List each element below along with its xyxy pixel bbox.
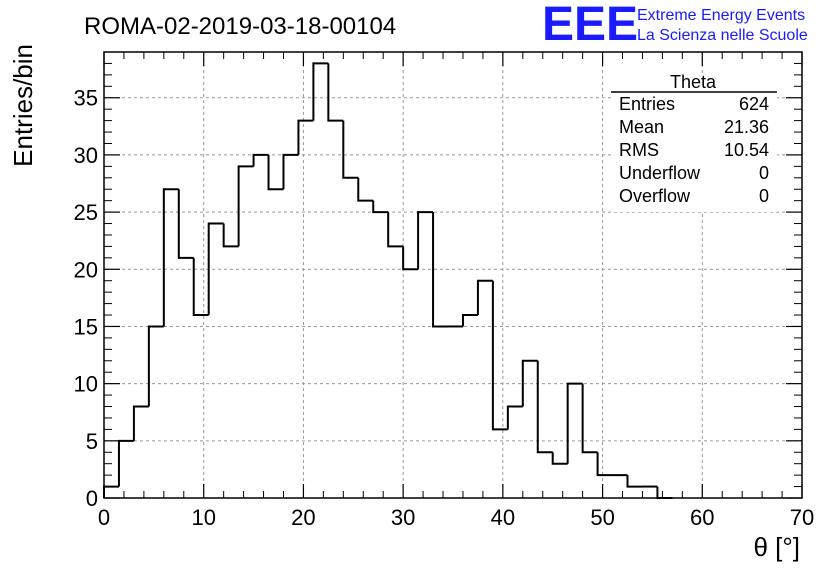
histogram-bin — [327, 63, 344, 122]
stats-box: Theta Entries 624 Mean 21.36 RMS 10.54 Underfl… — [611, 72, 777, 212]
y-tick-label: 10 — [74, 372, 98, 397]
histogram-bin — [461, 314, 478, 327]
histogram-bin — [147, 325, 164, 407]
histogram-bin — [536, 360, 553, 454]
x-tick-label: 40 — [491, 505, 515, 530]
histogram-bin — [207, 222, 224, 316]
histogram-bin — [432, 212, 449, 328]
eee-logo: EEE — [542, 0, 638, 51]
stats-row-label: Mean — [619, 117, 664, 137]
histogram-bin — [282, 153, 299, 190]
histogram-bin — [252, 153, 269, 167]
stats-row-label: Entries — [619, 94, 675, 114]
histogram-bin — [417, 211, 434, 270]
x-tick-label: 10 — [191, 505, 215, 530]
x-tick-label: 20 — [291, 505, 315, 530]
histogram-bin — [297, 119, 314, 155]
y-tick-label: 20 — [74, 257, 98, 282]
stats-rows: Entries 624 Mean 21.36 RMS 10.54 Underflow 0 Ove… — [619, 94, 769, 206]
stats-row-value: 21.36 — [724, 117, 769, 137]
brand-line-2: La Scienza nelle Scuole — [637, 27, 808, 44]
x-tick-label: 0 — [98, 505, 110, 530]
histogram-bin — [656, 486, 673, 499]
axes — [103, 51, 803, 499]
histogram-bin — [312, 62, 329, 121]
x-axis-label: θ [°] — [753, 532, 800, 562]
histogram-bin — [103, 485, 119, 498]
y-tick-label: 25 — [74, 200, 98, 225]
tick-labels: 0 10 20 30 40 50 60 70 0 5 10 15 20 25 30 35 — [74, 86, 815, 530]
histogram-bin — [506, 405, 523, 430]
histogram-bin — [117, 439, 134, 487]
stats-row-value: 624 — [739, 94, 769, 114]
x-tick-label: 30 — [391, 505, 415, 530]
histogram-bin — [581, 383, 598, 454]
stats-row-value: 0 — [759, 163, 769, 183]
histogram-bin — [491, 280, 508, 431]
y-tick-label: 15 — [74, 314, 98, 339]
stats-row-value: 0 — [759, 186, 769, 206]
histogram-series — [103, 62, 673, 499]
x-tick-label: 70 — [790, 505, 814, 530]
histogram-bin — [192, 257, 209, 317]
stats-row-label: Overflow — [619, 186, 691, 206]
histogram-bin — [566, 382, 583, 464]
histogram-bin — [267, 154, 284, 191]
plot-frame — [103, 51, 803, 499]
histogram-bin — [521, 359, 538, 407]
y-tick-label: 5 — [86, 429, 98, 454]
y-tick-label: 0 — [86, 486, 98, 511]
y-tick-label: 30 — [74, 143, 98, 168]
histogram-bin — [162, 188, 179, 327]
histogram-bin — [222, 223, 239, 248]
brand-line-1: Extreme Energy Events — [637, 7, 805, 24]
x-tick-label: 60 — [690, 505, 714, 530]
stats-row-label: Underflow — [619, 163, 701, 183]
chart-title: ROMA-02-2019-03-18-00104 — [84, 13, 396, 40]
y-tick-label: 35 — [74, 86, 98, 111]
stats-row-label: RMS — [619, 140, 659, 160]
stats-title: Theta — [670, 72, 717, 92]
stats-row-value: 10.54 — [724, 140, 769, 160]
histogram-bin — [387, 212, 404, 248]
x-tick-label: 50 — [590, 505, 614, 530]
y-axis-label: Entries/bin — [8, 44, 38, 167]
histogram-bin — [237, 165, 254, 247]
histogram-bin — [372, 200, 389, 214]
histogram-bin — [596, 452, 613, 477]
histogram-bin — [626, 475, 643, 488]
histogram-bin — [551, 452, 568, 465]
histogram-bin — [476, 279, 493, 316]
histogram-bin — [357, 177, 374, 202]
histogram-bin — [342, 120, 359, 179]
histogram-bin — [132, 405, 149, 441]
histogram-bin — [177, 189, 194, 259]
stats-box-background — [611, 74, 777, 212]
grid-lines — [104, 52, 802, 498]
histogram-bin — [402, 246, 419, 271]
